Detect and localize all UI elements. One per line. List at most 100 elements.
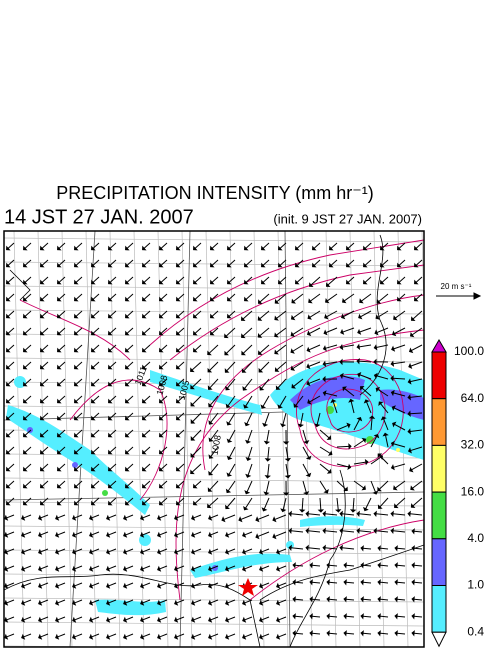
wind-arrow: [325, 547, 338, 550]
wind-arrow-head: [394, 630, 398, 637]
wind-arrow: [74, 548, 83, 553]
wind-arrow-head: [255, 516, 260, 523]
wind-arrow-head: [91, 449, 96, 455]
wind-arrow-head: [326, 579, 330, 586]
wind-arrow: [308, 530, 321, 533]
wind-arrow: [245, 497, 253, 509]
wind-arrow: [58, 293, 66, 300]
wind-arrow-head: [360, 630, 364, 637]
wind-arrow: [259, 344, 270, 354]
wind-arrow: [125, 565, 134, 570]
wind-arrow: [75, 395, 83, 402]
wind-arrow: [302, 480, 307, 493]
wind-arrow-head: [6, 313, 11, 319]
map-area: 1011 1008 1005 1008: [4, 231, 424, 647]
wind-arrow: [278, 616, 287, 621]
wind-arrow-head: [125, 364, 130, 370]
wind-arrow: [160, 276, 168, 283]
wind-arrow-head: [57, 279, 62, 285]
wind-arrow: [330, 242, 338, 249]
wind-arrow: [263, 497, 270, 510]
wind-arrow: [142, 514, 151, 519]
wind-arrow: [57, 531, 66, 536]
wind-arrow-head: [91, 262, 96, 268]
wind-arrow-head: [123, 514, 128, 521]
wind-arrow-head: [108, 296, 113, 302]
wind-arrow-head: [6, 364, 11, 370]
wind-arrow-head: [159, 449, 164, 455]
wind-arrow-head: [242, 531, 247, 538]
wind-arrow: [379, 455, 389, 465]
wind-arrow: [313, 242, 321, 249]
wind-arrow-head: [176, 262, 181, 268]
wind-arrow: [160, 344, 168, 351]
wind-arrow: [142, 633, 151, 638]
wind-arrow: [177, 412, 185, 419]
wind-arrow: [326, 310, 338, 318]
wind-arrow: [108, 582, 117, 587]
wind-arrow-head: [241, 333, 246, 339]
wind-arrow-head: [264, 458, 272, 462]
wind-arrow: [396, 615, 406, 618]
wind-arrow: [58, 344, 66, 351]
wind-arrow: [160, 327, 168, 334]
wind-arrow: [376, 530, 389, 533]
wind-arrow-head: [221, 516, 226, 523]
wind-arrow-head: [125, 449, 130, 455]
wind-arrow-head: [225, 531, 230, 538]
wind-arrow-head: [74, 262, 79, 268]
wind-arrow: [7, 378, 15, 385]
wind-arrow: [160, 463, 168, 470]
wind-arrow-head: [159, 296, 164, 302]
wind-arrow-head: [397, 262, 402, 268]
wind-arrow: [362, 581, 372, 584]
wind-arrow: [143, 446, 151, 453]
colorbar: 100.0 64.0 32.0 16.0 4.0 1.0 0.4: [431, 339, 484, 648]
wind-arrow-head: [74, 245, 79, 251]
wind-arrow: [41, 327, 49, 334]
wind-arrow-head: [57, 381, 62, 387]
wind-arrow-head: [106, 582, 111, 589]
wind-arrow-head: [125, 415, 130, 421]
wind-arrow-head: [276, 633, 281, 640]
wind-arrow-head: [125, 330, 130, 336]
wind-arrow: [143, 480, 151, 487]
wind-arrow: [410, 378, 423, 383]
wind-arrow-head: [242, 599, 247, 606]
wind-arrow-head: [21, 633, 26, 640]
wind-arrow-head: [390, 440, 395, 447]
wind-arrow: [225, 327, 236, 337]
wind-arrow: [385, 435, 389, 448]
wind-arrow: [294, 564, 304, 567]
wind-arrow: [277, 378, 287, 389]
wind-arrow: [194, 276, 202, 283]
wind-arrow: [278, 565, 287, 570]
wind-arrow-head: [290, 314, 296, 321]
wind-arrow-head: [74, 313, 79, 319]
wind-arrow: [359, 327, 372, 333]
wind-arrow: [75, 429, 83, 436]
wind-arrow: [242, 327, 253, 337]
wind-arrow-head: [408, 347, 414, 354]
wind-arrow-head: [55, 531, 60, 538]
wind-arrow-head: [305, 472, 312, 477]
wind-arrow-head: [108, 364, 113, 370]
colorbar-segment: [431, 585, 447, 633]
wind-arrow-head: [375, 314, 380, 320]
wind-arrow: [366, 401, 372, 414]
wind-arrow: [75, 412, 83, 419]
graticule: [4, 525, 424, 531]
wind-arrow-head: [57, 347, 62, 353]
wind-arrow: [143, 463, 151, 470]
wind-arrow-head: [272, 533, 277, 540]
wind-arrow-head: [303, 491, 310, 496]
wind-arrow: [126, 395, 134, 402]
wind-arrow: [359, 344, 372, 348]
wind-arrow: [126, 446, 134, 453]
wind-arrow-head: [288, 544, 292, 552]
site-marker: [238, 578, 258, 596]
wind-arrow-head: [224, 368, 230, 373]
wind-arrow-head: [55, 633, 60, 640]
wind-arrow-head: [176, 296, 181, 302]
wind-arrow-head: [261, 245, 266, 251]
